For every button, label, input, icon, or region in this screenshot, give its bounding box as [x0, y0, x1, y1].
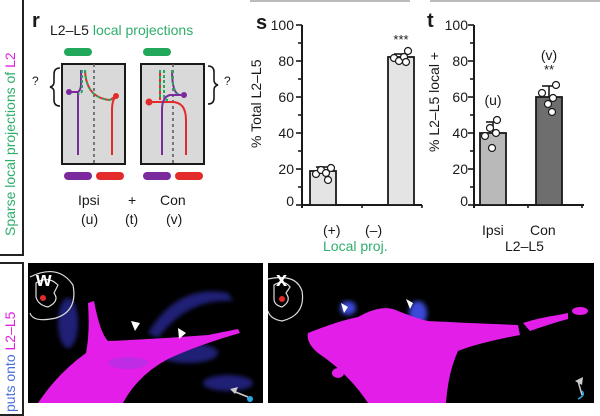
svg-text:60: 60 [452, 89, 468, 105]
label-ipsi: Ipsi [78, 192, 100, 208]
panel-r-title: L2–L5 local projections [50, 22, 193, 38]
chart-s: 100 80 60 40 20 0 *** [271, 18, 423, 208]
panel-label-x: x [276, 269, 288, 291]
projection-diagram [49, 48, 219, 180]
side-label-text: puts onto [2, 350, 18, 412]
question-right: ? [224, 74, 231, 88]
chart-t-xtick-ipsi: Ipsi [482, 222, 504, 238]
label-con: Con [160, 192, 186, 208]
panel-label-w: w [36, 269, 52, 291]
svg-text:0: 0 [286, 193, 294, 208]
label-t: (t) [125, 211, 139, 227]
label-v: (v) [166, 211, 183, 227]
title-part-green: local projections [92, 22, 194, 38]
chart-s-ylabel: % Total L2–L5 [248, 59, 264, 148]
svg-text:20: 20 [452, 161, 468, 177]
chart-s-xtick-minus: (–) [365, 222, 383, 238]
side-label-box-top [0, 0, 24, 256]
micrograph-x: x [268, 263, 594, 403]
chart-t: 100 80 60 40 20 0 (u) (v) ** [445, 18, 584, 208]
side-label-bottom: puts onto L2–L5 [2, 312, 18, 412]
chart-t-xtick-con: Con [530, 222, 556, 238]
panel-label-s: s [256, 12, 268, 34]
question-left: ? [32, 74, 39, 88]
svg-text:100: 100 [271, 18, 295, 33]
micrograph-w: w [28, 263, 263, 403]
svg-text:60: 60 [278, 89, 294, 105]
svg-text:20: 20 [278, 161, 294, 177]
label-plus: + [128, 192, 137, 208]
svg-text:100: 100 [445, 18, 469, 33]
side-label-top: Sparse local projections of L2 [2, 52, 18, 236]
svg-text:40: 40 [278, 125, 294, 141]
side-label-highlight: L2–L5 [2, 311, 18, 351]
chart-t-ylabel: % L2–L5 local + [426, 52, 442, 152]
svg-text:40: 40 [452, 125, 468, 141]
svg-text:0: 0 [460, 193, 468, 208]
chart-t-xlabel: L2–L5 [505, 238, 544, 254]
label-u: (u) [81, 211, 99, 227]
svg-text:(v): (v) [541, 47, 557, 63]
side-label-text: Sparse local projections of [2, 67, 18, 236]
side-label-highlight: L2 [2, 52, 18, 68]
ylabel-text: % L2–L5 local + [426, 51, 442, 152]
chart-s-xlabel: Local proj. [323, 238, 388, 254]
divider [430, 0, 600, 2]
svg-text:(u): (u) [484, 92, 501, 108]
panel-label-r: r [32, 10, 40, 32]
svg-text:**: ** [544, 62, 554, 77]
svg-text:***: *** [393, 32, 408, 47]
svg-text:80: 80 [278, 53, 294, 69]
panel-label-t: t [427, 10, 434, 32]
title-part: L2–L5 [50, 22, 89, 38]
chart-s-xtick-plus: (+) [323, 222, 341, 238]
divider [250, 0, 410, 2]
svg-text:80: 80 [452, 53, 468, 69]
